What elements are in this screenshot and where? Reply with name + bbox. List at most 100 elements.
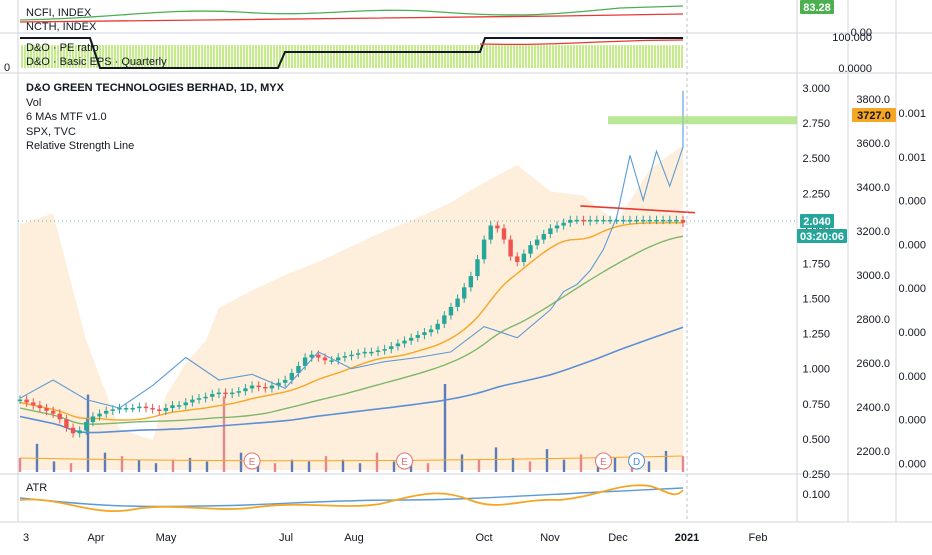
price-tick: 3.000 [802, 83, 830, 95]
candle-body [37, 405, 43, 409]
rs-tick: 0.000 [898, 327, 926, 339]
candle-body [428, 329, 434, 333]
rs-line [19, 90, 684, 409]
candle-body [515, 256, 520, 263]
candle-body [448, 306, 454, 316]
candle-body [475, 259, 480, 277]
volume-bar [154, 463, 158, 472]
atr-line [19, 484, 684, 512]
candle-body [296, 365, 301, 373]
candle-body [442, 315, 447, 324]
candle-body [362, 351, 367, 354]
candle-body [501, 228, 507, 240]
volume-bar [579, 454, 583, 472]
spx-tick: 2800.0 [856, 314, 890, 326]
candle-body [641, 219, 646, 222]
spx-badge: 3727.0 [857, 110, 891, 122]
axes: 3.0002.7502.5002.2502.0001.7501.5001.250… [23, 0, 926, 544]
volume-bar [307, 461, 311, 472]
pe-ratio-line [20, 37, 683, 69]
candle-body [90, 416, 96, 423]
legend-title[interactable]: D&O GREEN TECHNOLOGIES BERHAD, 1D, MYX [26, 82, 284, 94]
atr-ma-line [19, 487, 684, 508]
price-tick: 1.250 [802, 329, 830, 341]
volume-bar [358, 463, 362, 472]
earnings-marker-label: D [633, 457, 640, 468]
candle-body [276, 382, 281, 386]
x-tick: Aug [344, 532, 364, 544]
volume-bar [222, 396, 226, 472]
legend-item-spx[interactable]: SPX, TVC [26, 125, 76, 138]
pe-overlay-line [479, 39, 684, 46]
top2-axis-label: 0.0000 [838, 63, 872, 75]
earnings-marker [396, 452, 414, 470]
earnings-marker [243, 452, 261, 470]
volume-bar [341, 459, 345, 472]
countdown-badge: 03:20:06 [800, 231, 844, 243]
candle-body [309, 354, 314, 358]
candle-body [203, 396, 208, 399]
top2-left-tick: 0 [4, 62, 11, 74]
candle-body [462, 287, 467, 299]
candles [17, 215, 686, 438]
ma-short [19, 222, 684, 421]
volume-bar [52, 461, 56, 472]
top-panes [19, 5, 684, 69]
candle-body [601, 219, 606, 222]
candle-body [614, 219, 619, 222]
volume-bar [460, 454, 464, 472]
price-badge-bg [800, 214, 834, 228]
candle-body [157, 409, 162, 411]
volume-bar [375, 452, 379, 472]
top1-badge-bg [800, 0, 834, 14]
price-tick: 0.750 [802, 399, 830, 411]
candle-body [229, 392, 235, 395]
x-tick: Apr [87, 532, 104, 544]
candle-body [289, 372, 295, 380]
candle-body [283, 379, 288, 383]
candle-body [435, 323, 440, 330]
candle-body [97, 413, 102, 417]
price-tick: 0.250 [802, 469, 830, 481]
legend-item-vol[interactable]: Vol [26, 96, 42, 109]
candle-body [355, 353, 361, 355]
candle-body [382, 349, 387, 351]
candle-body [541, 233, 546, 240]
volume-bar [205, 461, 209, 472]
volume-ma-line [19, 455, 684, 462]
candle-body [84, 422, 89, 431]
candle-body [375, 350, 381, 352]
volume-bar [613, 457, 617, 472]
legend-item-rs[interactable]: Relative Strength Line [26, 140, 135, 152]
candle-body [667, 219, 672, 222]
candle-body [170, 405, 175, 409]
top2-axis-label: 100.000 [832, 32, 872, 44]
top1-badge: 83.28 [803, 2, 831, 14]
spx-tick: 3400.0 [856, 182, 890, 194]
candle-body [581, 219, 586, 222]
spx-area-group [20, 145, 683, 470]
spx-tick: 2200.0 [856, 446, 890, 458]
candle-body [574, 219, 580, 222]
spx-tick: 2600.0 [856, 358, 890, 370]
candle-body [408, 337, 414, 341]
volume-bar [511, 457, 515, 472]
earnings-marker-label: E [249, 457, 256, 468]
volume-bar [426, 463, 430, 472]
candle-body [31, 402, 36, 406]
candle-body [528, 245, 533, 254]
candle-body [634, 219, 639, 222]
candle-body [548, 228, 553, 234]
candle-body [183, 402, 188, 406]
legend-item-mas[interactable]: 6 MAs MTF v1.0 [26, 111, 107, 123]
x-tick: Nov [540, 532, 560, 544]
top1-label-2: NCTH, INDEX [26, 21, 97, 33]
candle-body [256, 385, 261, 388]
volume-bar [188, 457, 192, 472]
candle-body [322, 357, 328, 361]
candle-body [389, 346, 394, 350]
candle-body [196, 398, 202, 400]
volume-bar [647, 461, 651, 472]
atr-tick: 0.100 [802, 489, 830, 501]
ncth-line [19, 13, 684, 23]
